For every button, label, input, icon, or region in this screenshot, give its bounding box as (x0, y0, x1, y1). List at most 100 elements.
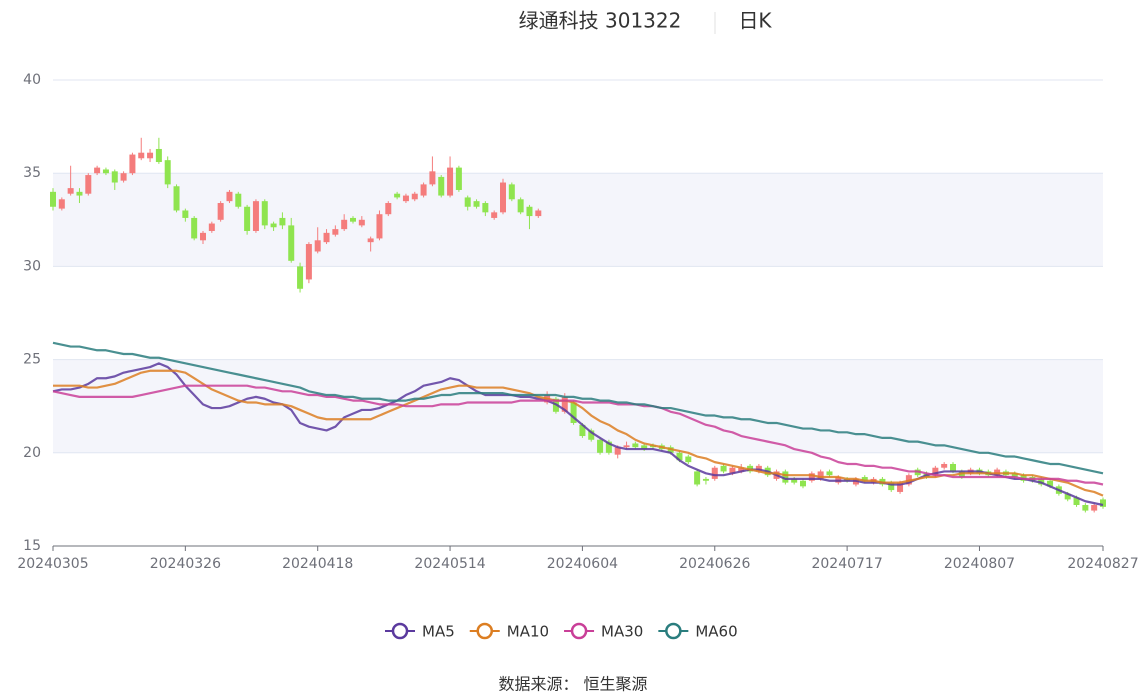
candle-body (473, 201, 480, 207)
candle-body (323, 232, 330, 243)
candle-body (482, 203, 489, 213)
candle-body (182, 210, 189, 218)
candle-body (208, 223, 215, 231)
candle-body (350, 217, 356, 222)
grid (53, 79, 1103, 454)
candle-body (623, 445, 630, 448)
candle-body (358, 219, 365, 226)
y-tick-label: 20 (23, 445, 41, 461)
x-tick-label: 20240418 (282, 556, 353, 572)
x-tick-label: 20240807 (944, 556, 1015, 572)
candle-body (305, 244, 312, 280)
candle-body (491, 212, 498, 218)
candle-body (155, 148, 162, 163)
candle-body (244, 206, 251, 231)
candle-body (279, 217, 286, 226)
candle-body (94, 167, 101, 174)
candle-body (1064, 493, 1071, 500)
y-tick-label: 30 (23, 258, 41, 274)
candle-body (464, 197, 471, 207)
candle-body (1011, 473, 1018, 478)
candle-body (817, 471, 824, 479)
x-tick-label: 20240305 (17, 556, 88, 572)
candle-body (270, 223, 277, 228)
data-source: 数据来源： 恒生聚源 (498, 675, 647, 694)
candle-body (702, 478, 709, 481)
candle-body (164, 160, 171, 185)
ma-line (53, 369, 1104, 497)
candle-body (376, 214, 383, 239)
candle-body (385, 203, 392, 215)
candle-body (332, 229, 339, 235)
candle-body (588, 430, 595, 440)
candle-body (597, 439, 604, 453)
candle-body (173, 186, 180, 211)
x-tick-label: 20240717 (811, 556, 882, 572)
candle-body (235, 193, 242, 207)
legend-label: MA5 (422, 623, 455, 641)
candle-body (508, 184, 515, 200)
candle-body (941, 463, 948, 468)
ma-line (52, 362, 1104, 507)
chart-period: 日K (738, 9, 772, 33)
candle-body (614, 447, 621, 455)
legend-label: MA60 (695, 623, 737, 641)
y-tick-label: 25 (23, 352, 41, 368)
legend-label: MA30 (601, 623, 643, 641)
legend-marker (391, 622, 409, 640)
candle-body (808, 473, 815, 481)
candle-body (694, 471, 701, 485)
candle-body (429, 171, 436, 185)
candle-body (191, 217, 198, 239)
legend-label: MA10 (507, 623, 549, 641)
candle-body (535, 210, 542, 217)
y-tick-label: 15 (23, 538, 41, 554)
candle-body (861, 477, 868, 481)
candle-body (420, 184, 427, 196)
candle-body (570, 402, 577, 423)
candle-body (1091, 504, 1098, 511)
candle-body (517, 199, 524, 213)
legend: MA5 MA10 MA30 MA60 (385, 623, 738, 641)
candle-body (932, 467, 939, 476)
candle-body (129, 154, 136, 174)
candle-body (226, 191, 233, 202)
candle-body (217, 203, 224, 220)
legend-marker (476, 622, 493, 640)
candle-body (561, 396, 568, 412)
candle-body (200, 232, 206, 241)
x-tick-label: 20240604 (547, 556, 618, 572)
candle-body (676, 452, 683, 461)
x-tick-label: 20240514 (414, 556, 485, 572)
x-tick-label: 20240626 (679, 556, 750, 572)
x-tick-label: 20240326 (150, 556, 221, 572)
candle-body (411, 193, 418, 200)
candle-body (455, 167, 462, 190)
y-tick-label: 35 (23, 165, 41, 181)
candle-body (738, 467, 745, 472)
candle-body (720, 465, 727, 472)
candle-body (1047, 480, 1054, 487)
candle-body (67, 188, 74, 194)
candle-body (447, 167, 454, 196)
candle-body (367, 238, 374, 243)
candle-body (800, 480, 806, 487)
candle-body (526, 206, 533, 217)
candle-body (147, 152, 154, 159)
candle-body (76, 191, 83, 196)
candle-body (897, 482, 904, 492)
candle-body (888, 482, 895, 491)
candle-body (950, 463, 956, 472)
candle-body (252, 201, 259, 231)
chart-title: 绿通科技 301322 (519, 9, 682, 33)
candle-body (50, 191, 56, 207)
candle-body (605, 441, 612, 453)
candle-body (729, 467, 736, 474)
ma-line (52, 384, 1104, 486)
candle-body (394, 193, 401, 198)
candle-body (120, 173, 127, 181)
candle-body (314, 240, 321, 252)
candle-body (1073, 497, 1080, 505)
